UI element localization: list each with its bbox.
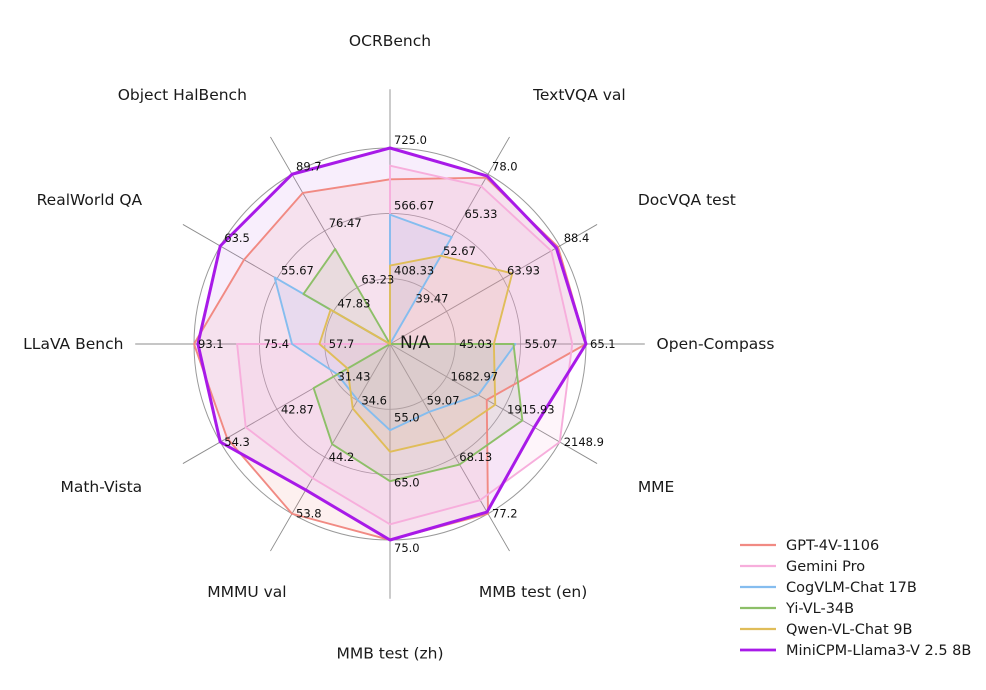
axis-label-mmb-test-en: MMB test (en) — [479, 583, 587, 601]
radar-series-lines — [193, 146, 588, 542]
axis-tick-label: 39.47 — [416, 292, 449, 306]
legend-label-1: Gemini Pro — [786, 559, 865, 575]
axis-tick-label: 408.33 — [394, 264, 434, 278]
axis-tick-label: 77.2 — [492, 507, 518, 521]
series-line-3 — [302, 247, 524, 483]
axis-tick-label: 65.0 — [394, 476, 420, 490]
series-fill-1 — [237, 165, 573, 525]
center-na-label: N/A — [400, 333, 430, 353]
series-fill-4 — [319, 255, 513, 452]
axis-tick-label: 89.7 — [296, 159, 322, 173]
legend-label-5: MiniCPM-Llama3-V 2.5 8B — [786, 643, 971, 659]
axis-tick-label: 55.0 — [394, 410, 420, 424]
series-fill-2 — [274, 214, 516, 431]
axis-tick-label: 47.83 — [337, 296, 370, 310]
axis-tick-label: 75.0 — [394, 541, 420, 555]
series-line-4 — [318, 254, 514, 453]
axis-tick-label: 65.33 — [465, 207, 498, 221]
axis-spoke-2 — [389, 224, 598, 345]
axis-tick-label: 52.67 — [443, 244, 476, 258]
axis-tick-label: 88.4 — [564, 231, 590, 245]
legend-label-3: Yi-VL-34B — [785, 601, 854, 617]
legend-label-0: GPT-4V-1106 — [786, 538, 879, 554]
axis-label-docvqa-test: DocVQA test — [638, 191, 736, 209]
radar-tick-labels: 408.33 566.67 725.0 39.47 52.67 65.33 78.0 63.9… — [198, 133, 616, 555]
axis-tick-label: 566.67 — [394, 198, 434, 212]
axis-tick-label: 75.4 — [263, 337, 289, 351]
axis-tick-label: 59.07 — [427, 394, 460, 408]
axis-spoke-4 — [389, 343, 598, 464]
axis-label-mme: MME — [638, 478, 675, 496]
legend-label-4: Qwen-VL-Chat 9B — [786, 622, 912, 638]
axis-spoke-5 — [389, 343, 510, 552]
axis-tick-label: 53.8 — [296, 507, 322, 521]
axis-tick-label: 57.7 — [329, 337, 355, 351]
axis-tick-label: 55.67 — [281, 264, 314, 278]
axis-tick-label: 2148.9 — [564, 435, 604, 449]
series-line-5 — [196, 146, 588, 542]
axis-spoke-7 — [270, 343, 391, 552]
series-line-1 — [236, 164, 574, 526]
axis-tick-label: 93.1 — [198, 337, 224, 351]
axis-tick-label: 34.6 — [361, 394, 387, 408]
axis-tick-label: 1682.97 — [451, 370, 499, 384]
axis-tick-label: 54.3 — [224, 435, 250, 449]
axis-label-math-vista: Math-Vista — [60, 478, 142, 496]
axis-tick-label: 65.1 — [590, 337, 616, 351]
legend-label-2: CogVLM-Chat 17B — [786, 580, 917, 596]
axis-tick-label: 68.13 — [459, 450, 492, 464]
axis-tick-label: 44.2 — [329, 450, 355, 464]
axis-tick-label: 31.43 — [337, 370, 370, 384]
axis-label-open-compass: Open-Compass — [657, 335, 775, 353]
axis-tick-label: 76.47 — [329, 216, 362, 230]
axis-label-mmmu-val: MMMU val — [207, 583, 286, 601]
axis-label-ocrbench: OCRBench — [349, 32, 431, 50]
axis-label-mmb-test-zh: MMB test (zh) — [336, 645, 443, 663]
axis-tick-label: 42.87 — [281, 402, 314, 416]
radar-series-fills — [194, 148, 587, 540]
axis-label-realworld-qa: RealWorld QA — [37, 191, 143, 209]
chart-legend: GPT-4V-1106 Gemini Pro CogVLM-Chat 17B Yi-V… — [740, 538, 971, 659]
axis-label-textvqa-val: TextVQA val — [532, 86, 626, 104]
axis-tick-label: 63.93 — [507, 264, 540, 278]
axis-tick-label: 55.07 — [525, 337, 558, 351]
axis-tick-label: 1915.93 — [507, 402, 555, 416]
radar-axis-labels: OCRBench TextVQA val DocVQA test Open-Compa… — [23, 32, 774, 663]
axis-tick-label: 725.0 — [394, 133, 427, 147]
axis-label-object-halbench: Object HalBench — [118, 86, 247, 104]
axis-tick-label: 63.23 — [361, 272, 394, 286]
axis-tick-label: 78.0 — [492, 159, 518, 173]
axis-label-llava-bench: LLaVA Bench — [23, 335, 123, 353]
axis-tick-label: 45.03 — [459, 337, 492, 351]
axis-tick-label: 63.5 — [224, 231, 250, 245]
